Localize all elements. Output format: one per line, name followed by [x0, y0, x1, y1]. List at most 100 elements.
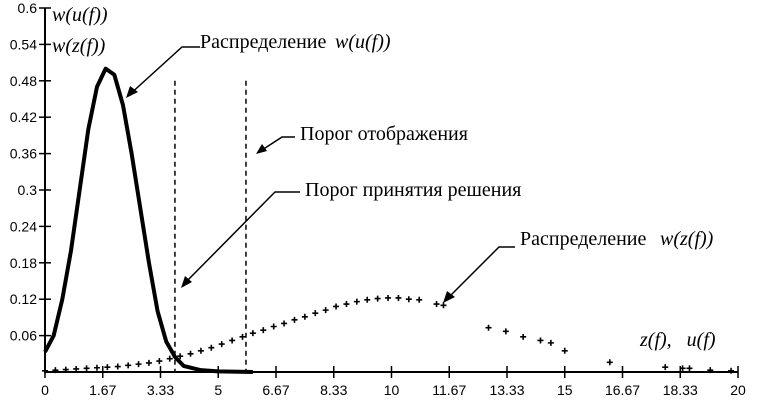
- distribution-z-point: [197, 347, 204, 354]
- distribution-z-point: [485, 324, 492, 331]
- y-tick-label: 0.06: [10, 328, 37, 344]
- x-tick-label: 1.67: [89, 382, 116, 398]
- distribution-z-point: [374, 295, 381, 302]
- distribution-z-point: [73, 365, 80, 372]
- annotation-arrow: [444, 246, 515, 302]
- distribution-z-point: [662, 364, 669, 371]
- distribution-z-point: [312, 310, 319, 317]
- x-tick-label: 6.67: [262, 382, 289, 398]
- distribution-z-point: [104, 364, 111, 371]
- y-tick-label: 0.36: [10, 146, 37, 162]
- y-tick-label: 0.6: [18, 0, 38, 16]
- x-tick-label: 8.33: [320, 382, 347, 398]
- annotation-dist-u-math: w(u(f)): [335, 31, 391, 53]
- distribution-u-curve: [43, 66, 253, 374]
- annotation-display-threshold: Порог отображения: [256, 123, 468, 154]
- tick-labels: 0 1.67 3.33 5 6.67 8.33 10 11.67 13.33 15 16.67 18.…: [10, 0, 746, 398]
- annotation-arrow: [127, 46, 200, 97]
- arrowhead: [126, 86, 138, 98]
- annotation-dist-z-text: Распределение: [520, 228, 647, 250]
- distribution-z-point: [83, 365, 90, 372]
- distribution-z-point: [537, 337, 544, 344]
- distribution-z-point: [229, 337, 236, 344]
- distribution-z-point: [333, 303, 340, 310]
- distribution-z-point: [270, 323, 277, 330]
- x-tick-label: 15: [557, 382, 573, 398]
- distribution-z-point: [679, 365, 686, 372]
- annotation-decision-threshold-text: Порог принятия решения: [305, 179, 521, 201]
- distribution-z-point: [606, 359, 613, 366]
- distribution-z-point: [42, 367, 48, 374]
- distribution-z-point: [728, 367, 735, 374]
- y-tick-label: 0.48: [10, 73, 37, 89]
- y-tick-label: 0.12: [10, 291, 37, 307]
- y-axis-label-z: w(z(f)): [52, 35, 106, 57]
- distribution-z-point: [52, 367, 59, 374]
- y-tick-label: 0.3: [18, 182, 38, 198]
- axes: [39, 7, 739, 378]
- x-tick-label: 16.67: [605, 382, 640, 398]
- distribution-z-point: [707, 367, 714, 374]
- annotation-dist-u: Распределение w(u(f)): [126, 31, 391, 98]
- annotation-decision-threshold: Порог принятия решения: [181, 179, 521, 288]
- distribution-z-point: [364, 296, 371, 303]
- x-axis-label: z(f), u(f): [639, 329, 716, 351]
- x-tick-label: 10: [384, 382, 400, 398]
- annotation-dist-z-math: w(z(f)): [660, 228, 714, 250]
- distribution-z-point: [291, 316, 298, 323]
- distribution-z-point: [177, 353, 184, 360]
- distribution-z-point: [353, 298, 360, 305]
- x-tick-label: 11.67: [432, 382, 466, 398]
- annotation-arrow: [182, 191, 300, 286]
- distribution-z-point: [520, 333, 527, 340]
- distribution-z-point: [145, 359, 152, 366]
- distribution-z-point: [93, 364, 100, 371]
- distribution-z-point: [433, 301, 440, 308]
- x-tick-label: 5: [214, 382, 222, 398]
- distribution-z-point: [208, 344, 215, 351]
- x-tick-label: 3.33: [147, 382, 174, 398]
- distribution-z-point: [125, 362, 132, 369]
- distribution-z-point: [281, 320, 288, 327]
- distribution-z-point: [114, 363, 121, 370]
- y-tick-label: 0.18: [10, 255, 37, 271]
- distribution-z-point: [249, 330, 256, 337]
- x-tick-label: 0: [41, 382, 49, 398]
- distribution-z-point: [416, 296, 423, 303]
- distribution-z-point: [239, 333, 246, 340]
- distribution-z-point: [395, 294, 402, 301]
- arrowhead: [443, 291, 455, 303]
- distribution-z-point: [156, 358, 163, 365]
- distribution-z-point: [218, 341, 225, 348]
- y-tick-label: 0.54: [10, 36, 37, 52]
- y-tick-label: 0.42: [10, 109, 37, 125]
- distribution-z-point: [187, 350, 194, 357]
- distribution-z-point: [405, 296, 412, 303]
- arrowhead: [256, 144, 267, 154]
- x-tick-label: 18.33: [663, 382, 698, 398]
- distribution-z-point: [260, 327, 267, 334]
- distribution-z-point: [385, 294, 392, 301]
- distribution-z-point: [62, 366, 69, 373]
- distribution-z-point: [440, 302, 447, 309]
- annotation-dist-u-text: Распределение: [200, 31, 327, 53]
- annotation-arrow: [258, 136, 295, 153]
- distribution-z-point: [686, 365, 693, 372]
- distribution-z-point: [322, 307, 329, 314]
- y-tick-label: 0.24: [10, 218, 37, 234]
- x-tick-label: 20: [730, 382, 746, 398]
- distribution-z-point: [301, 313, 308, 320]
- distribution-z-point: [343, 301, 350, 308]
- chart-marks: [42, 66, 735, 374]
- distribution-z-point: [135, 361, 142, 368]
- distribution-z-point: [502, 328, 509, 335]
- annotation-dist-z: Распределение w(z(f)): [443, 228, 714, 303]
- distribution-z-point: [547, 339, 554, 346]
- distribution-z-point: [561, 347, 568, 354]
- distribution-z-point: [166, 355, 173, 362]
- y-axis-label-u: w(u(f)): [52, 4, 108, 26]
- annotation-display-threshold-text: Порог отображения: [300, 123, 468, 145]
- x-tick-label: 13.33: [489, 382, 524, 398]
- arrowhead: [181, 276, 192, 288]
